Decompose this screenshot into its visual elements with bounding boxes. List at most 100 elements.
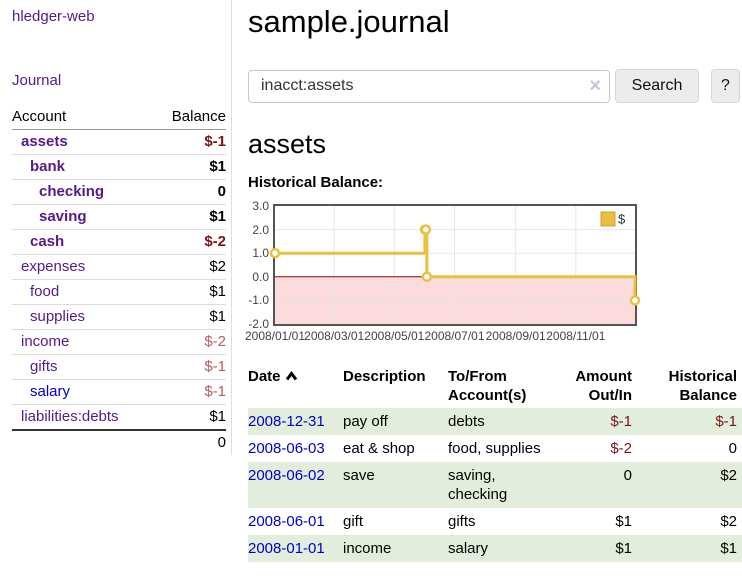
y-tick-label: 1.0 [252,246,269,261]
transaction-accounts: debts [448,413,485,430]
transaction-amount: $-1 [610,413,632,430]
transaction-accounts: saving, checking [448,467,508,503]
transaction-amount: 0 [623,467,632,484]
account-balance: $-2 [153,229,226,255]
search-input[interactable] [248,69,610,103]
transaction-amount: $1 [615,540,632,557]
page-title: sample.journal [248,4,450,39]
sidebar: hledger-web Journal Account Balance asse… [0,0,232,455]
account-row: liabilities:debts $1 [12,404,226,431]
y-tick-label: 2.0 [252,222,269,237]
account-balance: $-1 [153,379,226,405]
historical-balance-chart: $ 3.0 2.0 1.0 0.0 -1.0 -2.0 2008/01/01 2008/03… [245,199,742,344]
account-link-bank[interactable]: bank [30,158,66,175]
y-tick-label: -2.0 [248,317,269,331]
register-header-amount[interactable]: Amount Out/In [575,368,632,404]
account-link-income[interactable]: income [21,333,70,350]
account-heading: assets [248,129,327,159]
search-button[interactable]: Search [615,69,699,103]
transaction-balance: $2 [720,467,737,484]
account-link-supplies[interactable]: supplies [30,308,86,325]
chart-plot-area[interactable]: $ [269,204,641,326]
sidebar-item-journal[interactable]: Journal [12,72,62,89]
account-row: income $-2 [12,329,226,355]
transaction-accounts: food, supplies [448,440,541,457]
account-link-gifts[interactable]: gifts [30,358,58,375]
account-row: checking 0 [12,179,226,205]
search-form: × Search ? [248,69,742,103]
brand-link[interactable]: hledger-web [12,8,95,25]
transaction-date-link[interactable]: 2008-06-01 [248,513,325,530]
account-row: assets $-1 [12,129,226,155]
account-balance: $1 [153,279,226,305]
register-row: 2008-06-03 eat & shop food, supplies $-2… [248,435,742,462]
transaction-balance: $1 [720,540,737,557]
register-header-date[interactable]: Date [248,365,343,408]
register-row: 2008-01-01 income salary $1 $1 [248,535,742,562]
account-link-saving[interactable]: saving [39,208,87,225]
x-tick-label: 2008/07/01 [424,329,485,343]
register-header-balance[interactable]: Historical Balance [668,368,737,404]
account-link-expenses[interactable]: expenses [21,258,86,275]
transaction-amount: $-2 [610,440,632,457]
accounts-tree-table: Account Balance assets $-1 bank $1 checkin… [12,108,226,455]
account-link-salary[interactable]: salary [30,383,71,400]
transaction-description: save [343,467,375,484]
account-link-cash[interactable]: cash [30,233,65,250]
account-link-checking[interactable]: checking [39,183,105,200]
accounts-total-value: 0 [153,429,226,455]
account-balance: $1 [153,154,226,180]
account-balance: $2 [153,254,226,280]
x-tick-label: 2008/03/01 [304,329,365,343]
transaction-date-link[interactable]: 2008-06-02 [248,467,325,484]
account-balance: $1 [153,204,226,230]
transaction-balance: $2 [720,513,737,530]
transaction-description: income [343,540,392,557]
register-header-description[interactable]: Description [343,368,426,385]
register-row: 2008-06-02 save saving, checking 0 $2 [248,462,742,508]
account-balance: $-2 [153,329,226,355]
y-tick-label: -1.0 [248,293,269,308]
transaction-description: pay off [343,413,388,430]
transaction-description: eat & shop [343,440,415,457]
help-button[interactable]: ? [711,69,740,103]
transaction-accounts: salary [448,540,489,557]
y-tick-label: 0.0 [252,269,269,284]
register-row: 2008-12-31 pay off debts $-1 $-1 [248,408,742,435]
account-balance: $-1 [153,354,226,380]
transaction-amount: $1 [615,513,632,530]
account-row: salary $-1 [12,379,226,405]
transaction-date-link[interactable]: 2008-06-03 [248,440,325,457]
transaction-balance: $-1 [715,413,737,430]
accounts-total-row: 0 [12,429,226,455]
clear-search-icon[interactable]: × [589,74,601,97]
account-balance: 0 [153,179,226,205]
account-row: saving $1 [12,204,226,230]
account-row: expenses $2 [12,254,226,280]
chart-title: Historical Balance: [248,174,384,191]
account-link-liabilities-debts[interactable]: liabilities:debts [21,408,119,425]
account-balance: $1 [153,404,226,431]
account-row: supplies $1 [12,304,226,330]
svg-text:$: $ [618,212,626,227]
account-balance: $1 [153,304,226,330]
x-tick-label: 2008/05/01 [364,329,425,343]
account-row: food $1 [12,279,226,305]
account-balance: $-1 [153,129,226,155]
account-row: cash $-2 [12,229,226,255]
register-row: 2008-06-01 gift gifts $1 $2 [248,508,742,535]
hledger-web-app: hledger-web Journal Account Balance asse… [0,0,742,562]
account-link-assets[interactable]: assets [21,133,68,150]
x-tick-label: 2008/01/01 [244,329,306,343]
register-table: Date Description To/From Account(s) Amou… [248,365,742,562]
x-tick-label: 2008/11/01 [546,329,606,343]
transaction-date-link[interactable]: 2008-12-31 [248,413,325,430]
account-row: gifts $-1 [12,354,226,380]
register-header-accounts[interactable]: To/From Account(s) [448,368,527,404]
transaction-date-link[interactable]: 2008-01-01 [248,540,325,557]
account-link-food[interactable]: food [30,283,60,300]
balance-column-header: Balance [153,108,226,130]
transaction-accounts: gifts [448,513,476,530]
main-content: sample.journal × Search ? assets Histori… [245,0,742,562]
account-row: bank $1 [12,154,226,180]
